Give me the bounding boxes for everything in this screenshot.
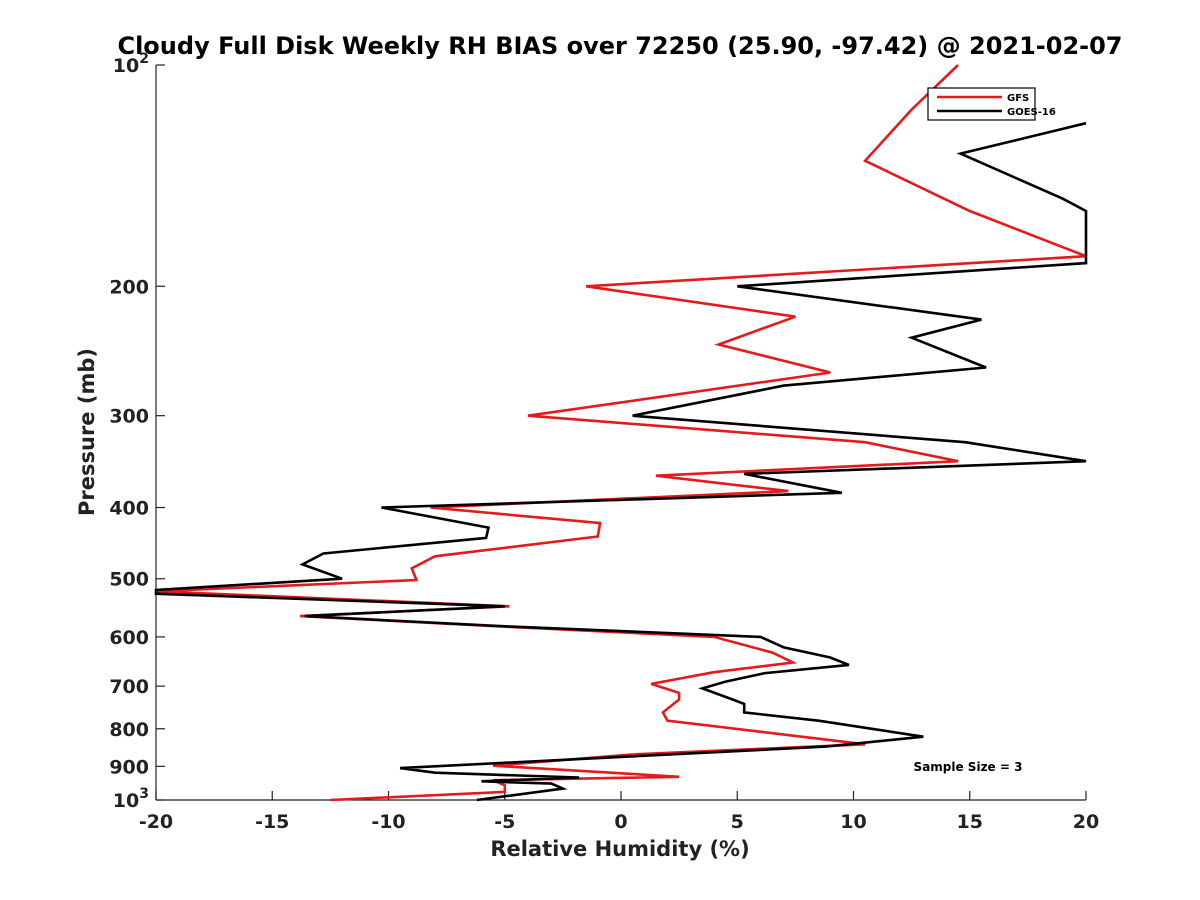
sample-size-annotation: Sample Size = 3 [914, 760, 1023, 774]
legend-label-gfs: GFS [1007, 93, 1029, 104]
series-line-goes16 [154, 121, 1088, 802]
x-tick-label: -20 [139, 811, 173, 833]
y-tick-label: 400 [109, 498, 149, 520]
x-ticks: -20 -15 -10 -5 0 5 10 15 20 [139, 791, 1099, 833]
x-tick-label: 10 [840, 811, 866, 833]
y-tick-label: 102 [113, 51, 149, 77]
series-group [154, 64, 1088, 802]
x-tick-label: -15 [255, 811, 289, 833]
x-tick-label: 5 [731, 811, 744, 833]
legend-label-goes16: GOES-16 [1007, 107, 1056, 118]
x-tick-label: 0 [614, 811, 627, 833]
y-ticks: 102 200 300 400 500 600 700 800 900 103 [109, 51, 165, 812]
legend: GFS GOES-16 [927, 87, 1056, 121]
y-tick-label: 700 [109, 676, 149, 698]
y-tick-label: 900 [109, 756, 149, 778]
x-tick-label: -5 [494, 811, 515, 833]
x-tick-label: 20 [1073, 811, 1099, 833]
series-line-gfs [155, 64, 1087, 802]
y-tick-label: 103 [113, 786, 149, 812]
y-axis-label: Pressure (mb) [75, 348, 99, 516]
legend-box [927, 87, 1036, 121]
y-tick-label: 200 [109, 276, 149, 298]
y-tick-label: 500 [109, 569, 149, 591]
chart-title: Cloudy Full Disk Weekly RH BIAS over 722… [117, 32, 1122, 60]
x-tick-label: -10 [371, 811, 405, 833]
x-tick-label: 15 [957, 811, 983, 833]
axes [155, 65, 1086, 801]
y-tick-label: 300 [109, 406, 149, 428]
y-tick-label: 800 [109, 719, 149, 741]
y-tick-label: 600 [109, 627, 149, 649]
x-axis-label: Relative Humidity (%) [490, 837, 749, 861]
